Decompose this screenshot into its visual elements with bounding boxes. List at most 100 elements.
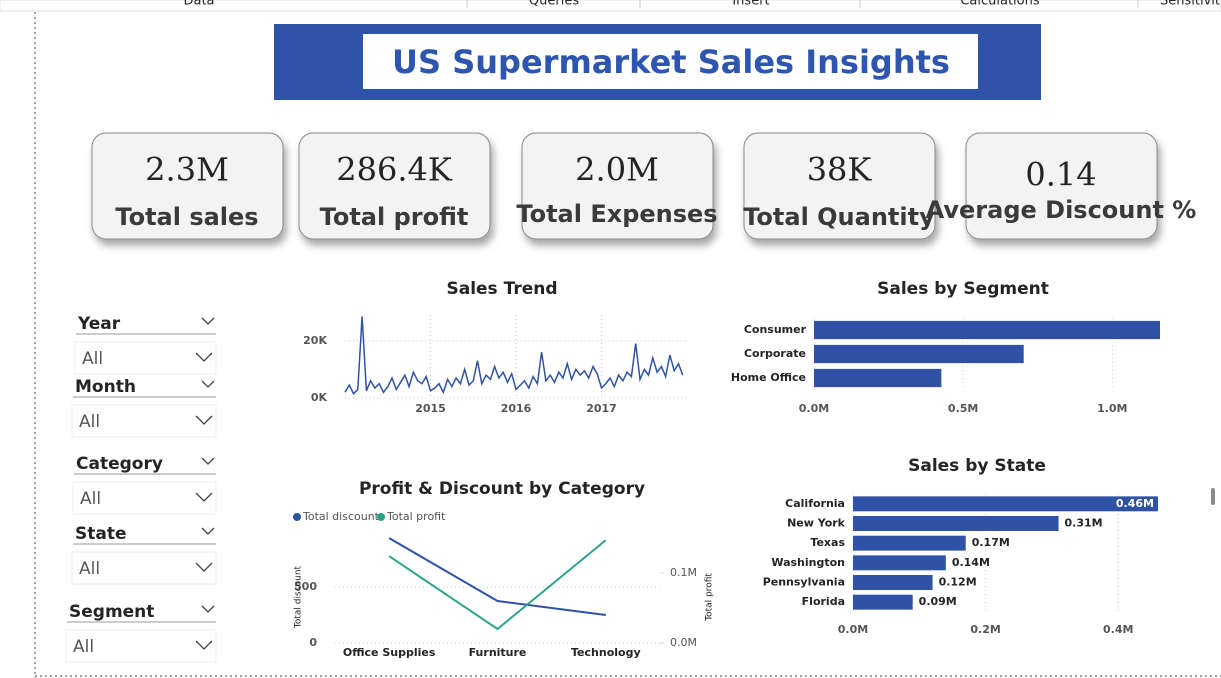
dropdown-chevron[interactable] bbox=[195, 492, 213, 502]
y2-tick-label: 0.0M bbox=[670, 636, 697, 649]
y-axis-title: Total discount bbox=[294, 565, 304, 629]
data-label: 0.17M bbox=[972, 536, 1010, 549]
dropdown-chevron[interactable] bbox=[201, 527, 215, 535]
y-tick-label: 0K bbox=[311, 391, 328, 404]
kpi-label: Total sales bbox=[115, 203, 258, 231]
kpi-box bbox=[91, 132, 284, 240]
ribbon-tab[interactable]: Data bbox=[183, 0, 214, 9]
slicer-value: All bbox=[79, 559, 100, 579]
slicer-dropdown[interactable] bbox=[74, 341, 217, 375]
slicer-value: All bbox=[79, 412, 100, 432]
data-label: 0.14M bbox=[952, 556, 990, 569]
scrollbar[interactable] bbox=[1211, 488, 1215, 505]
dropdown-chevron[interactable] bbox=[201, 457, 215, 465]
kpi-box bbox=[743, 132, 936, 240]
kpi-label: Total Expenses bbox=[516, 200, 717, 228]
category-label: Consumer bbox=[744, 323, 807, 336]
chart: Sales by Segment 0.0M 0.5M 1.0M Consumer Corp… bbox=[731, 279, 1161, 415]
ribbon-tab[interactable]: Sensitivity bbox=[1160, 0, 1221, 9]
kpi-label: Average Discount % bbox=[926, 196, 1197, 224]
x-tick-label: 1.0M bbox=[1097, 402, 1127, 415]
category-label: Home Office bbox=[731, 371, 806, 384]
charts: Sales Trend 0K 20K 2015 2016 2017 Sales by Seg… bbox=[293, 279, 1161, 659]
sales-line bbox=[344, 316, 684, 395]
y-tick-label: 0 bbox=[309, 636, 317, 649]
bar[interactable] bbox=[853, 575, 933, 590]
slicer-dropdown[interactable] bbox=[72, 481, 217, 515]
x-tick-label: 2017 bbox=[586, 402, 617, 415]
dropdown-chevron[interactable] bbox=[195, 352, 213, 362]
chart-title: Sales Trend bbox=[446, 279, 557, 299]
category-label: California bbox=[785, 497, 845, 510]
kpi-value: 0.14 bbox=[1025, 156, 1096, 194]
kpi-card: 2.3M Total sales bbox=[91, 132, 284, 240]
legend-marker[interactable] bbox=[293, 513, 301, 521]
ribbon-tab[interactable]: Insert bbox=[732, 0, 769, 9]
dropdown-chevron[interactable] bbox=[201, 317, 215, 325]
category-label: Texas bbox=[810, 536, 845, 549]
slicer: Category All bbox=[72, 454, 217, 515]
data-label: 0.46M bbox=[1116, 497, 1154, 510]
bar[interactable] bbox=[853, 516, 1059, 531]
kpi-label: Total Quantity bbox=[743, 203, 935, 231]
category-label: Washington bbox=[771, 556, 845, 569]
x-tick-label: 0.0M bbox=[838, 623, 868, 636]
kpi-card: 38K Total Quantity bbox=[743, 132, 936, 240]
dropdown-chevron[interactable] bbox=[201, 605, 215, 613]
x-tick-label: 0.2M bbox=[970, 623, 1000, 636]
bar[interactable] bbox=[853, 535, 966, 551]
chart: Sales by State 0.0M 0.2M 0.4M California 0.46… bbox=[763, 456, 1158, 636]
kpi-box bbox=[965, 132, 1158, 240]
legend-label[interactable]: Total discount bbox=[302, 510, 380, 523]
kpi-cards: 2.3M Total sales 286.4K Total profit 2.0M Tot… bbox=[91, 132, 1197, 240]
dropdown-chevron[interactable] bbox=[195, 640, 213, 650]
ribbon-tab[interactable]: Calculations bbox=[960, 0, 1040, 9]
ribbon-tabs: Data Queries Insert Calculations Sensitivity bbox=[183, 0, 1221, 9]
bar[interactable] bbox=[814, 344, 1024, 364]
slicer: Segment All bbox=[65, 602, 217, 663]
chart-title: Profit & Discount by Category bbox=[359, 479, 645, 499]
y2-axis-title: Total profit bbox=[705, 573, 715, 622]
series-line bbox=[388, 539, 607, 631]
data-label: 0.09M bbox=[919, 595, 957, 608]
slicer-value: All bbox=[80, 489, 101, 509]
slicer: Month All bbox=[71, 377, 217, 438]
kpi-box bbox=[521, 132, 714, 240]
bar[interactable] bbox=[814, 320, 1161, 340]
x-tick-label: Furniture bbox=[469, 646, 527, 659]
category-label: Pennsylvania bbox=[763, 576, 845, 589]
legend-label[interactable]: Total profit bbox=[386, 510, 446, 523]
slicer-dropdown[interactable] bbox=[71, 404, 217, 438]
chart-title: Sales by Segment bbox=[877, 279, 1049, 299]
bar[interactable] bbox=[814, 368, 942, 388]
slicer-label: State bbox=[75, 524, 127, 544]
data-label: 0.12M bbox=[939, 576, 977, 589]
slicer-dropdown[interactable] bbox=[65, 629, 217, 663]
dropdown-chevron[interactable] bbox=[195, 415, 213, 425]
x-tick-label: Office Supplies bbox=[343, 646, 436, 659]
y-tick-label: 20K bbox=[303, 334, 327, 347]
bar[interactable] bbox=[853, 555, 946, 571]
x-tick-label: 0.0M bbox=[799, 402, 829, 415]
chart-title: Sales by State bbox=[908, 456, 1046, 476]
slicers: YearAllMonthAllCategoryAllStateAllSegmen… bbox=[65, 314, 217, 663]
x-tick-label: 0.4M bbox=[1103, 623, 1133, 636]
bar[interactable] bbox=[853, 496, 1158, 512]
slicer-label: Month bbox=[75, 377, 136, 397]
slicer-label: Year bbox=[77, 314, 121, 334]
slicer-dropdown[interactable] bbox=[71, 551, 217, 585]
x-tick-label: 2016 bbox=[501, 402, 532, 415]
slicer: Year All bbox=[74, 314, 217, 375]
dropdown-chevron[interactable] bbox=[201, 380, 215, 388]
slicer-value: All bbox=[82, 349, 103, 369]
bar[interactable] bbox=[853, 594, 913, 610]
ribbon-tab[interactable]: Queries bbox=[529, 0, 579, 9]
dropdown-chevron[interactable] bbox=[195, 562, 213, 572]
category-label: New York bbox=[787, 517, 846, 530]
slicer: State All bbox=[71, 524, 217, 585]
legend-marker[interactable] bbox=[377, 513, 385, 521]
kpi-value: 38K bbox=[807, 151, 873, 189]
